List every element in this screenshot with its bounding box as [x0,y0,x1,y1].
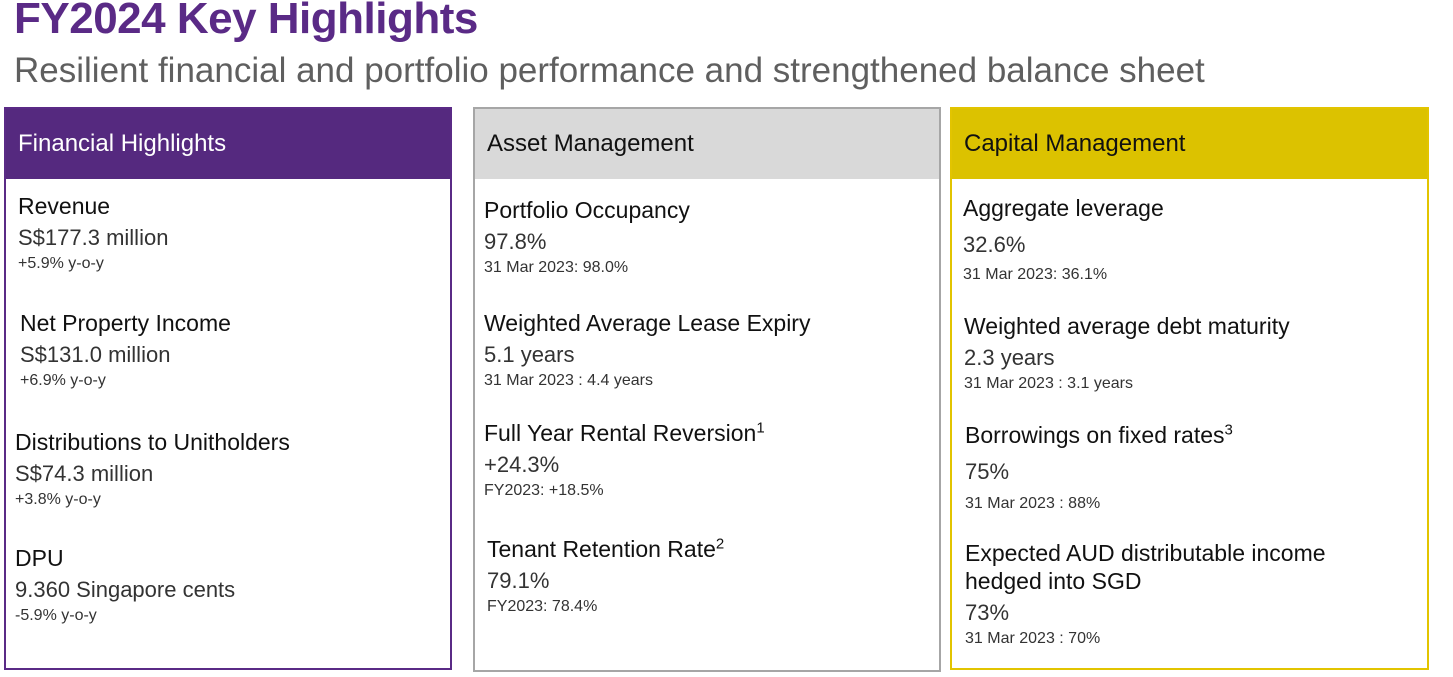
wale-metric: Weighted Average Lease Expiry 5.1 years … [484,310,810,390]
metric-label-line2: hedged into SGD [965,568,1142,594]
metric-compare: 31 Mar 2023 : 3.1 years [964,375,1133,392]
financial-highlights-panel: Financial Highlights Revenue S$177.3 mil… [4,107,452,670]
metric-label: Full Year Rental Reversion [484,420,757,446]
capital-management-header: Capital Management [952,109,1427,179]
footnote-marker: 3 [1224,421,1233,439]
metric-label-row: Full Year Rental Reversion1 [484,420,765,447]
financial-highlights-header: Financial Highlights [6,109,450,179]
tenant-retention-metric: Tenant Retention Rate2 79.1% FY2023: 78.… [487,536,724,616]
metric-label: Weighted Average Lease Expiry [484,310,811,336]
metric-label-row: Tenant Retention Rate2 [487,536,724,563]
rental-reversion-metric: Full Year Rental Reversion1 +24.3% FY202… [484,420,765,500]
metric-value: 32.6% [963,232,1026,257]
portfolio-occupancy-metric: Portfolio Occupancy 97.8% 31 Mar 2023: 9… [484,197,690,277]
metric-compare: 31 Mar 2023: 98.0% [484,259,629,276]
metric-label: Tenant Retention Rate [487,536,716,562]
metric-value: S$74.3 million [15,461,154,486]
net-property-income-metric: Net Property Income S$131.0 million +6.9… [20,310,231,390]
metric-change: +5.9% y-o-y [18,255,104,272]
metric-compare: 31 Mar 2023: 36.1% [963,266,1108,283]
capital-management-panel: Capital Management Aggregate leverage 32… [950,107,1429,670]
metric-label: Distributions to Unitholders [15,429,290,455]
metric-value: 9.360 Singapore cents [15,577,236,602]
metric-value: 73% [965,600,1010,625]
footnote-marker: 1 [756,419,765,437]
metric-compare: 31 Mar 2023 : 70% [965,630,1101,647]
page-subtitle: Resilient financial and portfolio perfor… [14,51,1205,90]
metric-value: +24.3% [484,452,560,477]
distributions-metric: Distributions to Unitholders S$74.3 mill… [15,429,290,509]
metric-label: Aggregate leverage [963,195,1164,221]
footnote-marker: 2 [715,535,725,553]
dpu-metric: DPU 9.360 Singapore cents -5.9% y-o-y [15,545,235,625]
metric-compare: FY2023: +18.5% [484,482,604,499]
page-title: FY2024 Key Highlights [14,0,478,43]
aggregate-leverage-metric: Aggregate leverage 32.6% 31 Mar 2023: 36… [963,195,1164,284]
debt-maturity-metric: Weighted average debt maturity 2.3 years… [964,313,1290,393]
metric-value: S$131.0 million [20,342,171,367]
metric-value: 79.1% [487,568,550,593]
metric-label: Portfolio Occupancy [484,197,690,223]
metric-label: Expected AUD distributable income [965,540,1326,566]
asset-management-header: Asset Management [475,109,939,179]
metric-label: Weighted average debt maturity [964,313,1290,339]
metric-compare: FY2023: 78.4% [487,598,598,615]
revenue-metric: Revenue S$177.3 million +5.9% y-o-y [18,193,168,273]
metric-label: Net Property Income [20,310,231,336]
fixed-rate-borrowings-metric: Borrowings on fixed rates3 75% 31 Mar 20… [965,422,1233,513]
aud-hedged-metric: Expected AUD distributable income hedged… [965,540,1326,648]
metric-value: S$177.3 million [18,225,169,250]
metric-label: DPU [15,545,64,571]
metric-change: +3.8% y-o-y [15,491,101,508]
metric-compare: 31 Mar 2023 : 88% [965,495,1101,512]
metric-change: +6.9% y-o-y [20,372,106,389]
metric-label: Revenue [18,193,111,219]
metric-value: 75% [965,459,1010,484]
metric-label-row: Borrowings on fixed rates3 [965,422,1233,449]
metric-value: 2.3 years [964,345,1055,370]
metric-value: 97.8% [484,229,547,254]
metric-value: 5.1 years [484,342,575,367]
asset-management-panel: Asset Management Portfolio Occupancy 97.… [473,107,941,672]
metric-change: -5.9% y-o-y [15,607,97,624]
metric-label: Borrowings on fixed rates [965,422,1225,448]
metric-compare: 31 Mar 2023 : 4.4 years [484,372,653,389]
